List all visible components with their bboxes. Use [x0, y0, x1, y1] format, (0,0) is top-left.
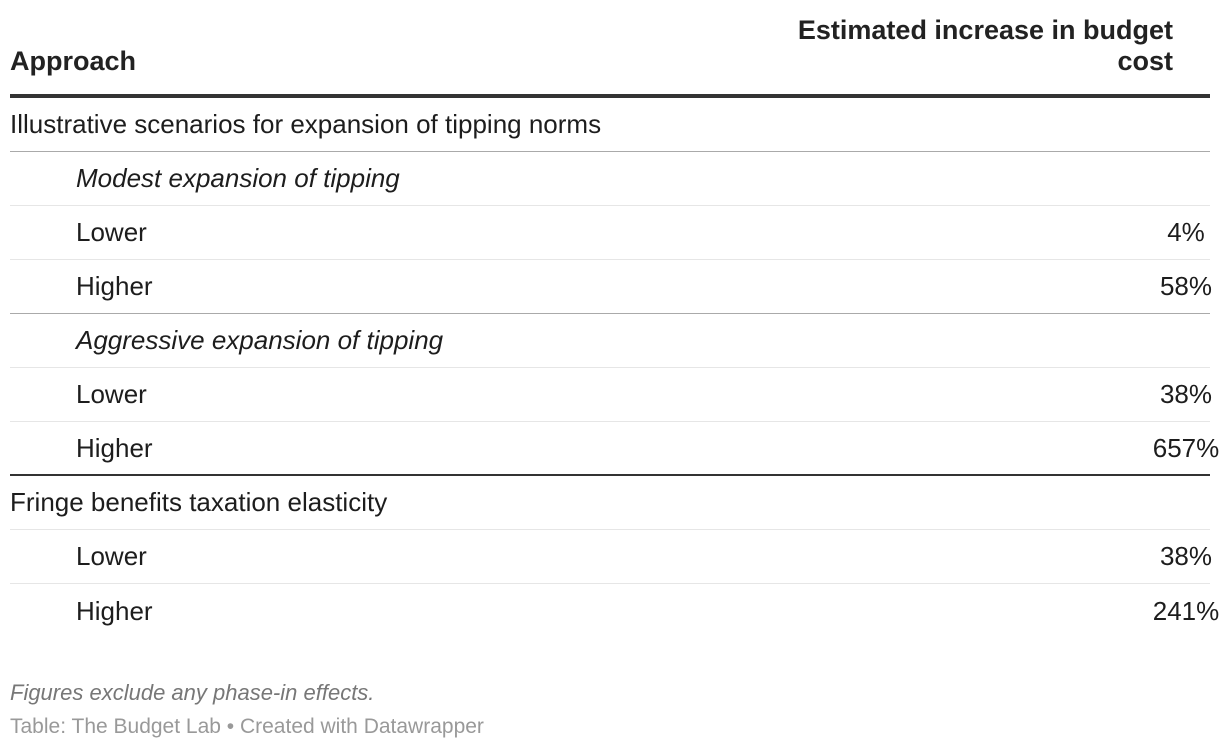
table-row: Lower 38% — [10, 530, 1213, 584]
row-value: 58% — [1159, 271, 1213, 301]
row-value: 38% — [1159, 379, 1213, 409]
row-value — [810, 163, 1210, 194]
row-label: Lower — [76, 541, 147, 571]
row-label: Higher — [76, 271, 153, 301]
table-row: Aggressive expansion of tipping — [10, 314, 1210, 368]
table-row: Higher 657% — [10, 422, 1220, 476]
budget-cost-table: Approach Estimated increase in budget co… — [10, 15, 1220, 638]
table-row: Lower 4% — [10, 206, 1210, 260]
row-value — [810, 487, 1210, 518]
row-value: 38% — [1159, 541, 1213, 571]
table-row: Higher 241% — [10, 584, 1220, 638]
row-value: 657% — [1152, 432, 1220, 463]
row-label: Higher — [76, 432, 153, 463]
table-header: Approach Estimated increase in budget co… — [10, 15, 1210, 98]
table-row: Fringe benefits taxation elasticity — [10, 476, 1210, 530]
table-row: Higher 58% — [10, 260, 1213, 314]
row-label: Modest expansion of tipping — [76, 163, 400, 193]
source-credit: Table: The Budget Lab • Created with Dat… — [10, 715, 484, 738]
row-label: Higher — [76, 595, 153, 626]
table-footer: Figures exclude any phase-in effects. Ta… — [10, 678, 1210, 742]
row-label: Lower — [76, 379, 147, 409]
row-label: Lower — [76, 217, 147, 247]
row-value: 4% — [1167, 217, 1205, 247]
column-header-estimated-increase: Estimated increase in budget cost — [797, 15, 1173, 76]
table-row: Illustrative scenarios for expansion of … — [10, 98, 1210, 152]
column-header-approach: Approach — [10, 46, 137, 76]
row-value: 241% — [1152, 595, 1220, 626]
table-row: Lower 38% — [10, 368, 1213, 422]
row-label: Fringe benefits taxation elasticity — [10, 487, 388, 517]
row-label: Aggressive expansion of tipping — [76, 325, 444, 355]
row-value — [810, 109, 1210, 140]
row-label: Illustrative scenarios for expansion of … — [10, 109, 602, 139]
table-note: Figures exclude any phase-in effects. — [10, 680, 375, 705]
row-value — [810, 325, 1210, 356]
table-row: Modest expansion of tipping — [10, 152, 1210, 206]
